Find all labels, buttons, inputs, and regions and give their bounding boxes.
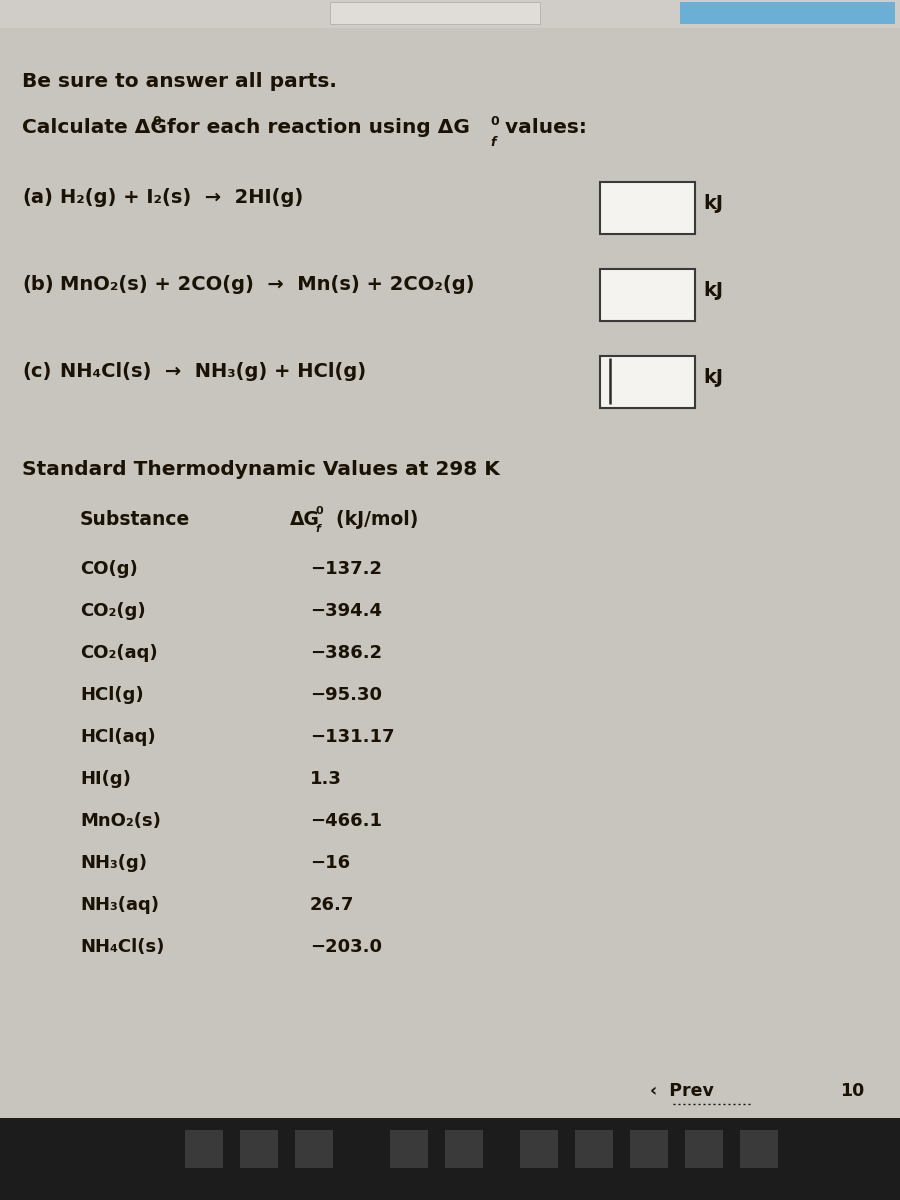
Text: kJ: kJ <box>703 368 723 386</box>
Text: H₂(g) + I₂(s)  →  2HI(g): H₂(g) + I₂(s) → 2HI(g) <box>60 188 303 206</box>
Text: kJ: kJ <box>703 194 723 214</box>
Bar <box>0 1118 900 1200</box>
Text: 0: 0 <box>315 506 322 516</box>
Text: CO(g): CO(g) <box>80 560 138 578</box>
Text: f: f <box>490 136 496 149</box>
Text: (b): (b) <box>22 275 54 294</box>
Text: (kJ/mol): (kJ/mol) <box>323 510 418 529</box>
Text: 1.3: 1.3 <box>310 770 342 788</box>
Text: CO₂(aq): CO₂(aq) <box>80 644 158 662</box>
Text: −95.30: −95.30 <box>310 686 382 704</box>
Bar <box>685 1130 723 1168</box>
Text: NH₃(g): NH₃(g) <box>80 854 147 872</box>
Text: ‹  Prev: ‹ Prev <box>650 1082 714 1100</box>
Bar <box>0 0 900 28</box>
Bar <box>680 2 895 24</box>
Bar <box>740 1130 778 1168</box>
Text: values:: values: <box>498 118 587 137</box>
Bar <box>575 1130 613 1168</box>
Bar <box>295 1130 333 1168</box>
Text: 26.7: 26.7 <box>310 896 355 914</box>
Text: NH₃(aq): NH₃(aq) <box>80 896 159 914</box>
Text: MnO₂(s): MnO₂(s) <box>80 812 161 830</box>
Text: −466.1: −466.1 <box>310 812 382 830</box>
Bar <box>630 1130 668 1168</box>
Text: Standard Thermodynamic Values at 298 K: Standard Thermodynamic Values at 298 K <box>22 460 500 479</box>
Text: Substance: Substance <box>80 510 190 529</box>
Text: NH₄Cl(s)  →  NH₃(g) + HCl(g): NH₄Cl(s) → NH₃(g) + HCl(g) <box>60 362 366 382</box>
Bar <box>240 1130 278 1168</box>
Text: Calculate ΔG: Calculate ΔG <box>22 118 166 137</box>
Bar <box>390 1130 428 1168</box>
Text: kJ: kJ <box>703 281 723 300</box>
Text: (a): (a) <box>22 188 53 206</box>
Text: Be sure to answer all parts.: Be sure to answer all parts. <box>22 72 337 91</box>
Text: −386.2: −386.2 <box>310 644 382 662</box>
Text: −394.4: −394.4 <box>310 602 382 620</box>
Text: −131.17: −131.17 <box>310 728 394 746</box>
Text: CO₂(g): CO₂(g) <box>80 602 146 620</box>
Bar <box>185 1130 223 1168</box>
Text: 0: 0 <box>490 115 499 128</box>
Bar <box>600 269 695 320</box>
Text: (c): (c) <box>22 362 51 382</box>
Text: −203.0: −203.0 <box>310 938 382 956</box>
Bar <box>520 1130 558 1168</box>
Text: ΔG: ΔG <box>290 510 320 529</box>
Text: for each reaction using ΔG: for each reaction using ΔG <box>160 118 470 137</box>
Text: MnO₂(s) + 2CO(g)  →  Mn(s) + 2CO₂(g): MnO₂(s) + 2CO(g) → Mn(s) + 2CO₂(g) <box>60 275 474 294</box>
Text: NH₄Cl(s): NH₄Cl(s) <box>80 938 165 956</box>
Text: 0: 0 <box>152 115 161 128</box>
Bar <box>330 2 540 24</box>
Text: HCl(g): HCl(g) <box>80 686 144 704</box>
Text: 10: 10 <box>840 1082 864 1100</box>
Bar <box>445 1130 483 1168</box>
Bar <box>600 356 695 408</box>
Text: −137.2: −137.2 <box>310 560 382 578</box>
Text: −16: −16 <box>310 854 350 872</box>
Text: f: f <box>315 524 320 534</box>
Bar <box>600 182 695 234</box>
Text: HI(g): HI(g) <box>80 770 130 788</box>
Text: HCl(aq): HCl(aq) <box>80 728 156 746</box>
